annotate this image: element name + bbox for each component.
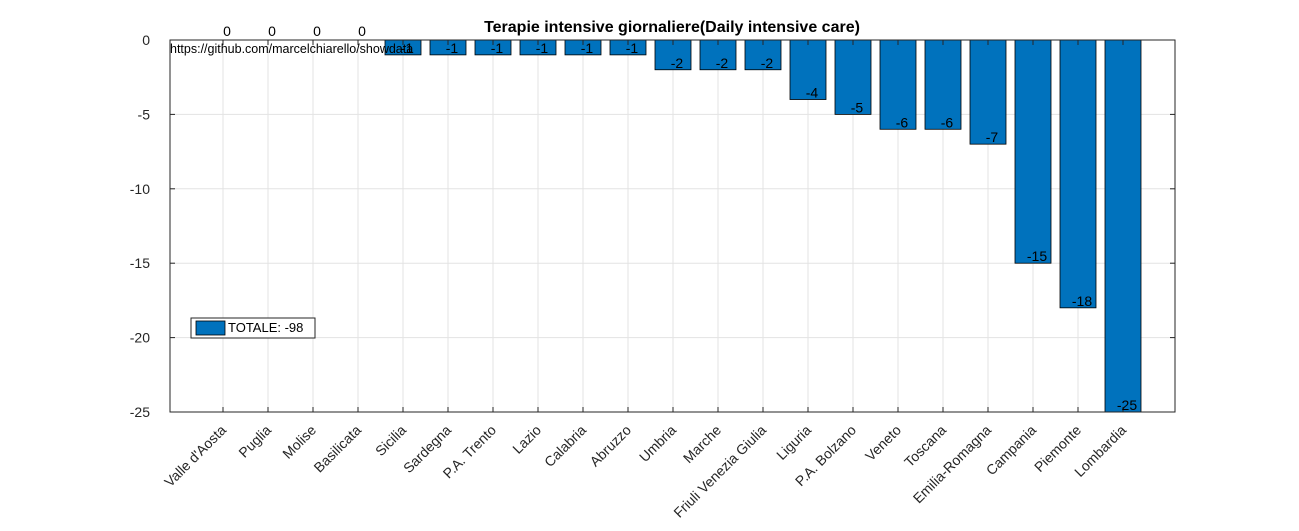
bars xyxy=(384,39,1142,413)
bar xyxy=(1104,39,1142,413)
bar-value-label: 0 xyxy=(358,23,366,39)
y-tick-label: -25 xyxy=(130,404,150,420)
bar-value-label: -1 xyxy=(536,40,549,56)
y-tick-label: 0 xyxy=(142,32,150,48)
bar xyxy=(1059,39,1097,309)
y-tick-label: -10 xyxy=(130,181,150,197)
bar-value-label: 0 xyxy=(268,23,276,39)
y-tick-label: -5 xyxy=(138,106,151,122)
y-tick-label: -15 xyxy=(130,255,150,271)
bar-value-label: -2 xyxy=(761,55,774,71)
bar xyxy=(1014,39,1052,264)
bar-value-label: -1 xyxy=(626,40,639,56)
legend-swatch xyxy=(195,320,226,336)
bar-value-label: -1 xyxy=(581,40,594,56)
legend-label: TOTALE: -98 xyxy=(228,320,303,335)
bar-value-label: -1 xyxy=(446,40,459,56)
bar-value-label: -6 xyxy=(941,114,954,130)
bar xyxy=(789,39,827,100)
bar-value-label: -25 xyxy=(1117,397,1137,413)
bar-value-label: -1 xyxy=(491,40,504,56)
bar-value-label: -18 xyxy=(1072,293,1092,309)
y-tick-label: -20 xyxy=(130,330,150,346)
bar xyxy=(879,39,917,130)
bar-value-label: -7 xyxy=(986,129,999,145)
data-labels: 0 0 0 0 -1 -1 -1 -1 -1 -1 -2 -2 -2 -4 -5 -6 -6 -7 -15 -18 -2… xyxy=(223,23,1137,413)
bar-value-label: 0 xyxy=(223,23,231,39)
bar xyxy=(924,39,962,130)
bar-value-label: -6 xyxy=(896,114,909,130)
bar xyxy=(834,39,872,115)
source-annotation: https://github.com/marcelchiarello/showd… xyxy=(170,42,413,56)
bar-value-label: 0 xyxy=(313,23,321,39)
legend: TOTALE: -98 xyxy=(190,317,316,339)
bar-value-label: -1 xyxy=(401,40,414,56)
bar-value-label: -2 xyxy=(671,55,684,71)
chart-title: Terapie intensive giornaliere(Daily inte… xyxy=(484,19,860,36)
bar-value-label: -4 xyxy=(806,85,819,101)
bar xyxy=(969,39,1007,145)
y-axis: 0 -5 -10 -15 -20 -25 xyxy=(130,32,1175,420)
bar-value-label: -2 xyxy=(716,55,729,71)
bar-value-label: -5 xyxy=(851,99,864,115)
bar-value-label: -15 xyxy=(1027,248,1047,264)
